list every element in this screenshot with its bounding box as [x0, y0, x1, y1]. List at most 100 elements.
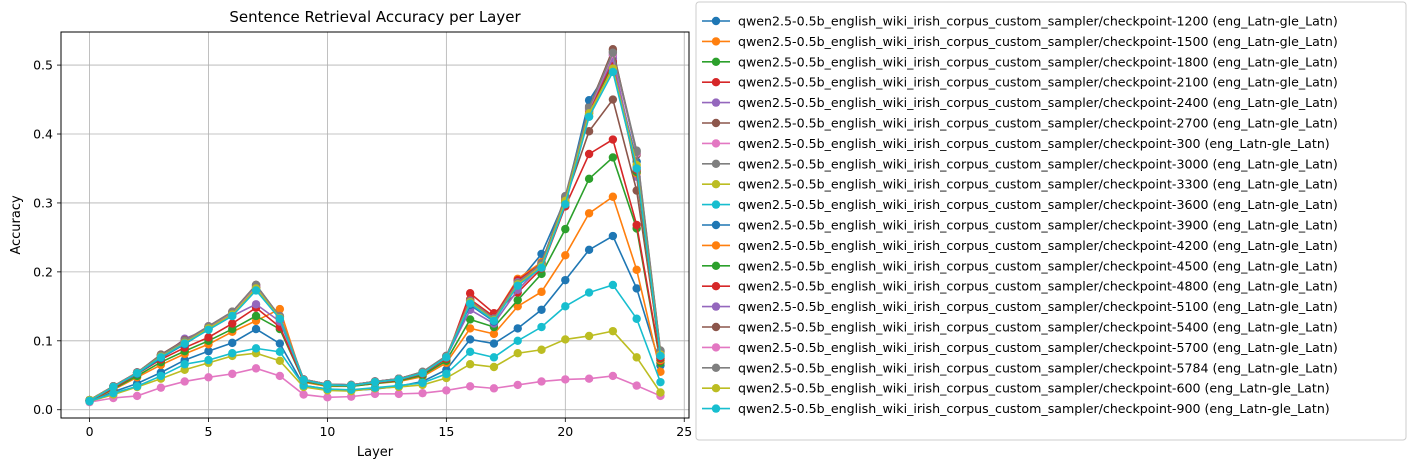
data-point	[275, 304, 285, 314]
legend-item: qwen2.5-0.5b_english_wiki_irish_corpus_c…	[702, 177, 1338, 192]
y-tick-label: 0.2	[33, 264, 53, 279]
x-tick-label: 10	[319, 424, 335, 439]
data-point	[656, 351, 665, 361]
legend-label: qwen2.5-0.5b_english_wiki_irish_corpus_c…	[738, 54, 1338, 69]
data-point	[465, 347, 475, 357]
data-point	[608, 48, 618, 57]
data-point	[156, 353, 166, 362]
data-point	[584, 127, 594, 136]
legend-marker	[711, 384, 721, 393]
legend-label: qwen2.5-0.5b_english_wiki_irish_corpus_c…	[738, 177, 1338, 192]
legend-label: qwen2.5-0.5b_english_wiki_irish_corpus_c…	[738, 401, 1330, 416]
data-point	[180, 360, 189, 369]
data-point	[561, 251, 570, 260]
data-point	[204, 355, 213, 365]
data-point	[584, 149, 594, 159]
data-point	[513, 380, 522, 390]
legend-item: qwen2.5-0.5b_english_wiki_irish_corpus_c…	[702, 401, 1330, 416]
data-point	[299, 390, 308, 399]
data-point	[465, 289, 475, 298]
data-point	[228, 319, 237, 328]
data-point	[513, 336, 522, 345]
data-point	[632, 164, 641, 173]
data-point	[132, 382, 142, 391]
legend-label: qwen2.5-0.5b_english_wiki_irish_corpus_c…	[738, 136, 1330, 151]
data-point	[584, 112, 594, 121]
data-point	[608, 280, 618, 290]
data-point	[156, 383, 166, 392]
data-point	[632, 220, 641, 230]
data-point	[465, 299, 475, 308]
data-point	[465, 315, 475, 324]
data-point	[584, 374, 594, 383]
data-point	[418, 368, 427, 378]
data-point	[608, 153, 618, 162]
series-layer	[85, 45, 665, 407]
legend-item: qwen2.5-0.5b_english_wiki_irish_corpus_c…	[702, 75, 1338, 90]
legend-label: qwen2.5-0.5b_english_wiki_irish_corpus_c…	[738, 279, 1338, 294]
data-point	[584, 288, 594, 297]
y-tick-label: 0.3	[33, 195, 53, 210]
data-point	[632, 265, 641, 275]
legend-label: qwen2.5-0.5b_english_wiki_irish_corpus_c…	[738, 95, 1338, 110]
x-tick-label: 15	[438, 424, 454, 439]
legend-label: qwen2.5-0.5b_english_wiki_irish_corpus_c…	[738, 299, 1338, 314]
legend-marker	[711, 241, 721, 250]
data-point	[561, 224, 570, 234]
legend-item: qwen2.5-0.5b_english_wiki_irish_corpus_c…	[702, 156, 1338, 171]
series-9	[85, 280, 665, 406]
chart-title: Sentence Retrieval Accuracy per Layer	[229, 8, 521, 26]
y-tick-label: 0.5	[33, 58, 53, 73]
data-point	[228, 369, 237, 379]
legend-marker	[711, 98, 721, 107]
x-tick-label: 5	[205, 424, 213, 439]
legend-item: qwen2.5-0.5b_english_wiki_irish_corpus_c…	[702, 14, 1338, 29]
data-point	[608, 95, 618, 104]
data-point	[489, 316, 499, 326]
legend-item: qwen2.5-0.5b_english_wiki_irish_corpus_c…	[702, 258, 1338, 273]
legend-item: qwen2.5-0.5b_english_wiki_irish_corpus_c…	[702, 136, 1330, 151]
data-point	[608, 67, 618, 77]
series-12	[85, 58, 665, 405]
data-point	[204, 325, 213, 334]
legend-marker	[711, 363, 721, 372]
legend-marker	[711, 200, 721, 209]
data-point	[537, 377, 546, 386]
data-point	[204, 373, 213, 382]
legend-label: qwen2.5-0.5b_english_wiki_irish_corpus_c…	[738, 14, 1338, 29]
data-point	[275, 314, 285, 323]
data-point	[584, 331, 594, 341]
legend-marker	[711, 343, 721, 352]
data-point	[275, 339, 285, 348]
legend-marker	[711, 37, 721, 46]
legend-item: qwen2.5-0.5b_english_wiki_irish_corpus_c…	[702, 381, 1330, 396]
data-point	[537, 322, 546, 332]
legend-item: qwen2.5-0.5b_english_wiki_irish_corpus_c…	[702, 95, 1338, 110]
data-point	[299, 375, 308, 385]
y-tick-label: 0.4	[33, 127, 53, 142]
data-point	[656, 377, 665, 387]
legend-item: qwen2.5-0.5b_english_wiki_irish_corpus_c…	[702, 360, 1338, 375]
data-point	[608, 231, 618, 241]
y-axis-ticks: 0.0 0.1 0.2 0.3 0.4 0.5	[33, 58, 61, 417]
legend-item: qwen2.5-0.5b_english_wiki_irish_corpus_c…	[702, 299, 1338, 314]
data-point	[656, 367, 665, 377]
x-axis-ticks: 0 5 10 15 20 25	[86, 418, 692, 439]
legend-label: qwen2.5-0.5b_english_wiki_irish_corpus_c…	[738, 197, 1338, 212]
data-point	[632, 381, 641, 390]
legend-marker	[711, 322, 721, 332]
legend-marker	[711, 78, 721, 87]
data-point	[251, 300, 261, 309]
data-point	[656, 388, 665, 397]
data-point	[394, 381, 403, 390]
data-point	[204, 333, 213, 342]
legend-item: qwen2.5-0.5b_english_wiki_irish_corpus_c…	[702, 34, 1338, 49]
legend-marker	[711, 302, 721, 311]
data-point	[228, 338, 237, 348]
data-point	[489, 362, 499, 372]
data-point	[323, 380, 332, 390]
series-5	[85, 95, 665, 405]
data-point	[465, 382, 475, 391]
data-point	[632, 284, 641, 293]
